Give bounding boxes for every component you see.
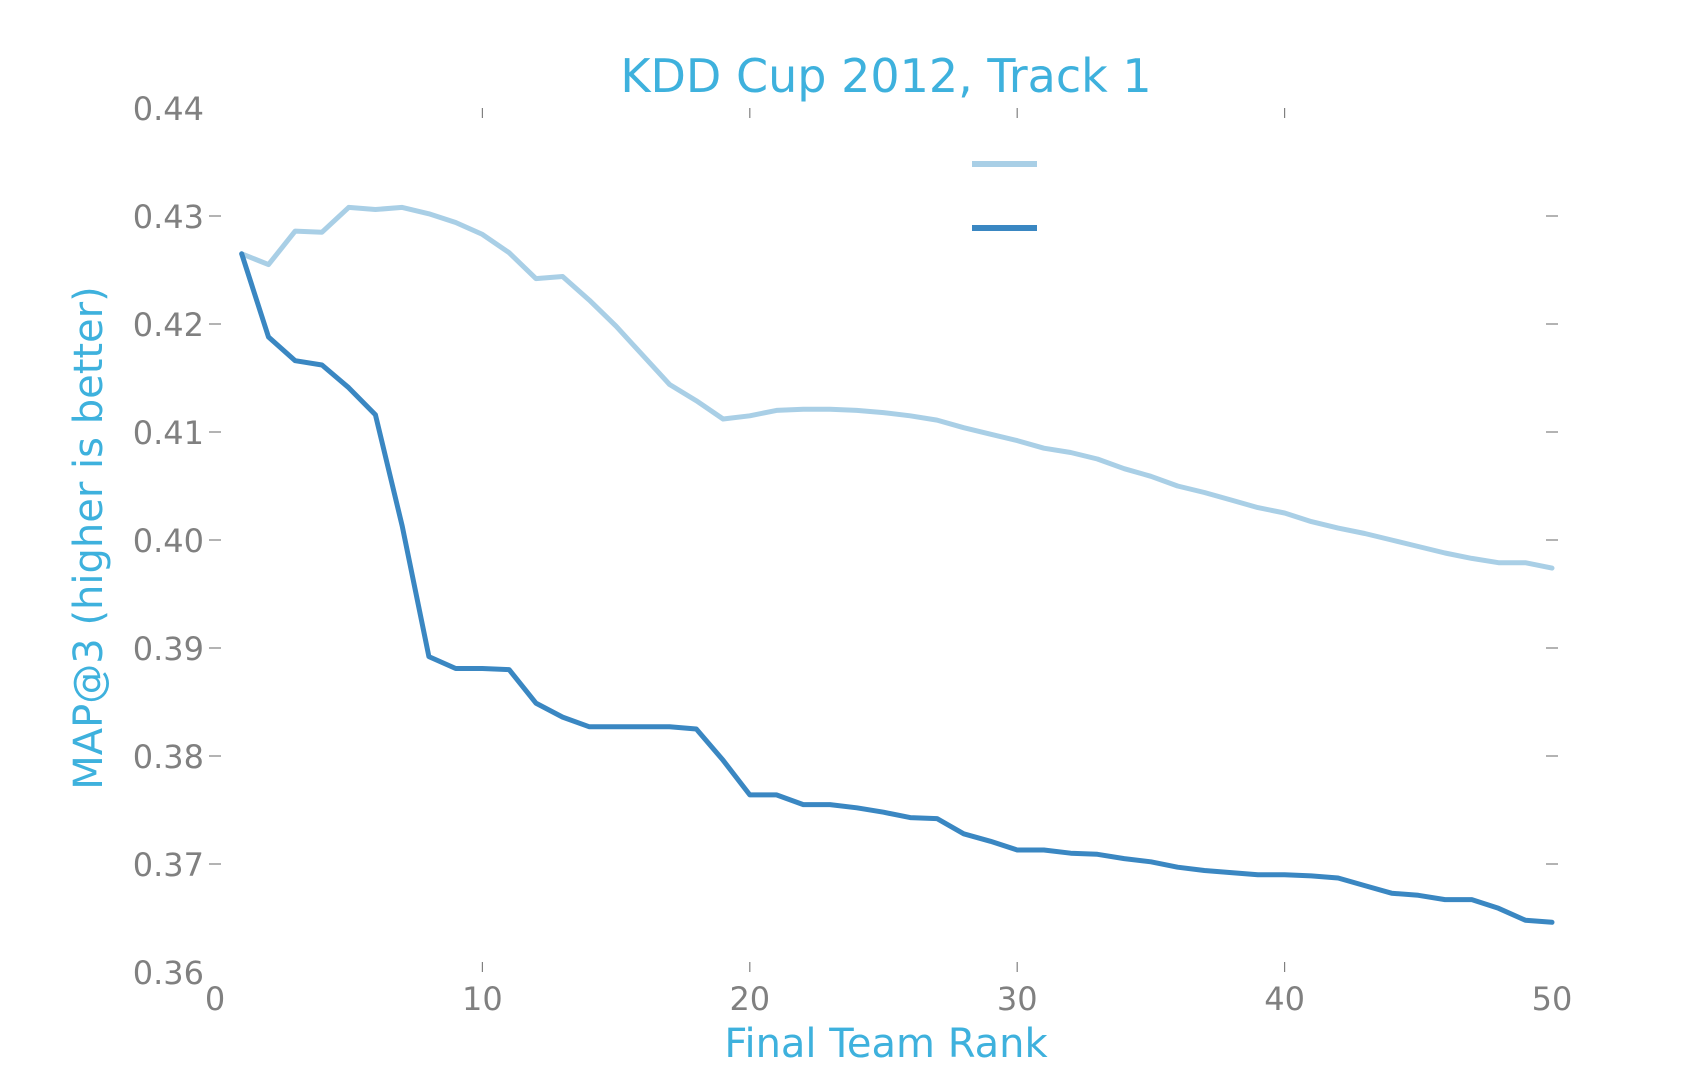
y-tick-label: 0.41 [133, 414, 204, 452]
series-line-1 [239, 204, 1555, 571]
series-line-2 [239, 251, 1555, 925]
y-tick-label: 0.42 [133, 306, 204, 344]
x-tick-label: 40 [1264, 980, 1305, 1018]
x-tick-label: 50 [1532, 980, 1573, 1018]
y-tick-label: 0.38 [133, 738, 204, 776]
legend [972, 161, 1037, 231]
x-tick-label: 30 [997, 980, 1038, 1018]
x-tick-label: 20 [729, 980, 770, 1018]
chart-title: KDD Cup 2012, Track 1 [620, 49, 1151, 103]
series-lines [239, 204, 1555, 925]
x-tick-label: 10 [462, 980, 503, 1018]
y-tick-label: 0.39 [133, 630, 204, 668]
y-tick-label: 0.43 [133, 198, 204, 236]
x-axis-label: Final Team Rank [724, 1021, 1048, 1066]
x-tick-label: 0 [205, 980, 225, 1018]
y-tick-label: 0.40 [133, 522, 204, 560]
y-axis-label: MAP@3 (higher is better) [66, 286, 112, 789]
axis-ticks: 0.36 0.37 0.38 0.39 0.40 0.41 0.42 0.43 0.44 0 10 2… [133, 90, 1573, 1018]
y-tick-label: 0.44 [133, 90, 204, 128]
y-tick-label: 0.37 [133, 846, 204, 884]
y-tick-label: 0.36 [133, 954, 204, 992]
